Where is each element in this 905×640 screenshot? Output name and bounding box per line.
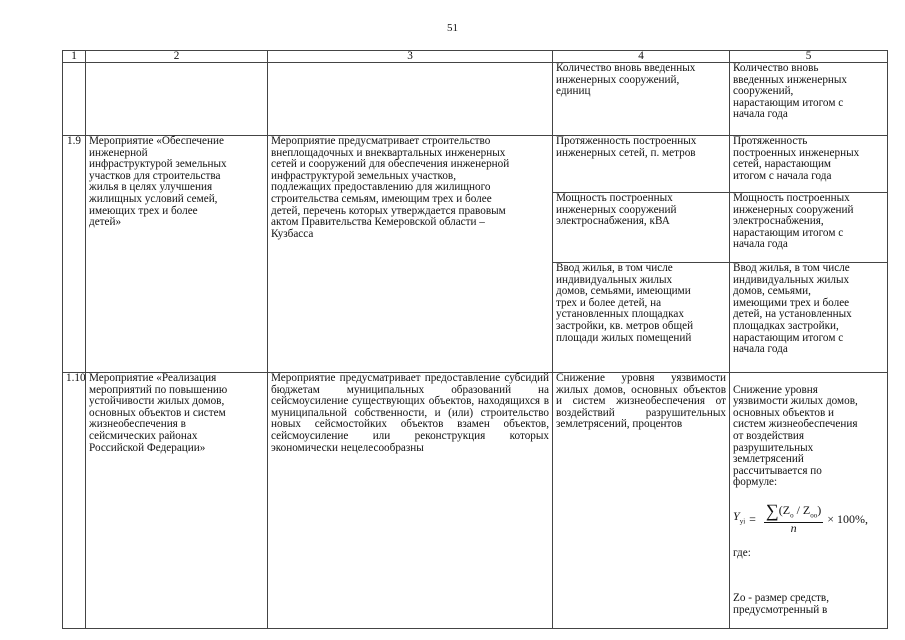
- header-col-2: 2: [85, 50, 268, 63]
- table-row-1-9: 1.9 Мероприятие «Обеспечение инженерной …: [62, 135, 888, 373]
- cell-empty: [267, 62, 553, 136]
- measure-description: Мероприятие предусматривает строительств…: [267, 135, 553, 373]
- indicator-method-cell: Протяженность построенных инженерных сет…: [729, 135, 888, 193]
- formula-denominator: n: [790, 520, 797, 535]
- formula-slash: / Z: [793, 502, 811, 517]
- formula-y-sub: уi: [739, 517, 746, 526]
- indicator-method-cell: Мощность построенных инженерных сооружен…: [729, 192, 888, 263]
- method-definition: Zo - размер средств, предусмотренный в: [733, 592, 830, 617]
- measure-name: Мероприятие «Реализация мероприятий по п…: [85, 371, 268, 630]
- table-row-1-10: 1.10 Мероприятие «Реализация мероприятий…: [62, 371, 888, 630]
- formula-close: ): [817, 502, 822, 517]
- header-col-1: 1: [62, 50, 86, 63]
- header-col-5: 5: [729, 50, 888, 63]
- sigma-symbol: ∑: [765, 499, 779, 520]
- row-number: 1.10: [62, 371, 86, 630]
- measures-table: 1 2 3 4 5 Количество вновь введенных инж…: [62, 50, 888, 630]
- table-row-1-9-sub: Ввод жилья, в том числе индивидуальных ж…: [63, 262, 888, 373]
- indicator-method-cell: Снижение уровня уязвимости жилых домов, …: [729, 371, 888, 630]
- formula-y: Y: [733, 508, 740, 523]
- formula-fraction: ∑(Zo / Zoo) n: [763, 501, 824, 535]
- measure-name: Мероприятие «Обеспечение инженерной инфр…: [85, 135, 268, 373]
- formula-lhs: Yуi: [733, 508, 746, 528]
- page-number: 51: [447, 22, 458, 34]
- indicator-cell: Ввод жилья, в том числе индивидуальных ж…: [552, 262, 730, 373]
- cell-empty: [85, 62, 268, 136]
- row-number: 1.9: [62, 135, 86, 373]
- indicator-method-cell: Ввод жилья, в том числе индивидуальных ж…: [729, 262, 888, 373]
- indicator-method-cell: Количество вновь введенных инженерных со…: [729, 62, 888, 136]
- header-col-3: 3: [267, 50, 553, 63]
- formula-z: (Z: [778, 502, 791, 517]
- indicator-cell: Количество вновь введенных инженерных со…: [552, 62, 730, 136]
- measure-description: Мероприятие предусматривает предоставлен…: [267, 371, 553, 630]
- indicator-cell: Мощность построенных инженерных сооружен…: [552, 192, 730, 263]
- method-where: где:: [733, 546, 751, 559]
- indicator-cell: Снижение уровня уязвимости жилых домов, …: [552, 371, 730, 630]
- formula-equals: =: [749, 511, 756, 526]
- formula-sub-o: o: [790, 510, 794, 519]
- formula-sub-oo: oo: [810, 510, 818, 519]
- table-row-continued: Количество вновь введенных инженерных со…: [62, 62, 888, 136]
- formula-tail: × 100%,: [827, 511, 869, 526]
- indicator-cell: Протяженность построенных инженерных сет…: [552, 135, 730, 193]
- header-row: 1 2 3 4 5: [62, 50, 888, 63]
- table-row-1-9-sub: Мощность построенных инженерных сооружен…: [63, 192, 888, 263]
- method-intro: Снижение уровня уязвимости жилых домов, …: [733, 383, 858, 489]
- cell-empty: [62, 62, 86, 136]
- header-col-4: 4: [552, 50, 730, 63]
- formula-numerator: ∑(Zo / Zoo): [763, 501, 824, 523]
- formula: Yуi = ∑(Zo / Zoo) n × 100%,: [733, 501, 884, 535]
